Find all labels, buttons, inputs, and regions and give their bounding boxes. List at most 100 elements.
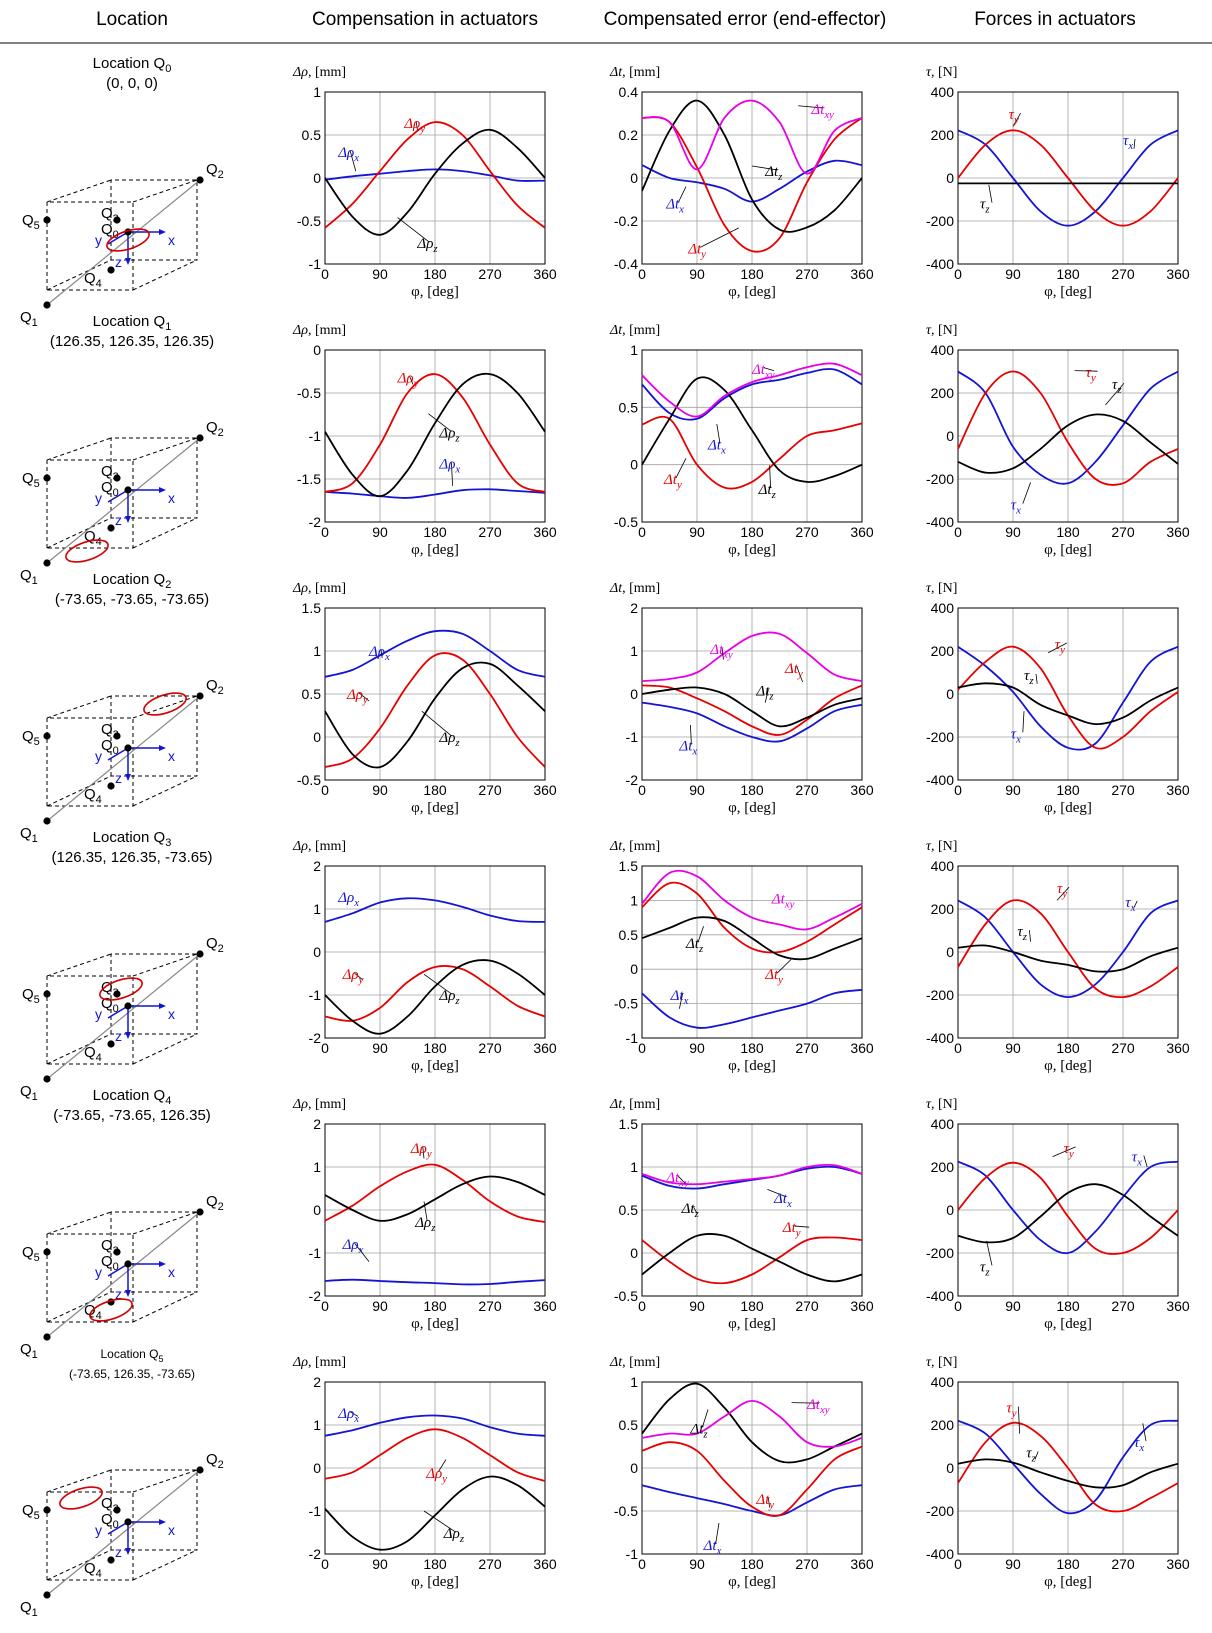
y-axis-symbol: Δt [609, 1355, 623, 1370]
y-tick-label: -0.5 [614, 1503, 638, 1519]
point-label-letter: Q [84, 786, 96, 803]
location-row: Location Q4(-73.65, -73.65, 126.35)xyzQ1… [20, 1087, 1190, 1361]
series-label-z-symbol: Δρ [438, 988, 455, 1004]
series-label-y: Δρy [342, 967, 364, 986]
point-label-index: 1 [32, 1607, 38, 1619]
x-tick-label: 90 [372, 266, 388, 282]
y-tick-label: -1 [626, 729, 639, 745]
point-label-letter: Q [101, 979, 113, 996]
x-tick-label: 180 [423, 524, 447, 540]
x-tick-label: 270 [478, 1040, 502, 1056]
series-label-x: Δρx [342, 1237, 364, 1256]
y-axis-title: Δρ, [mm] [292, 581, 346, 596]
y-axis-separator: , [308, 1097, 315, 1112]
series-label-z-subscript: z [1022, 931, 1028, 943]
x-tick-label: 90 [1005, 1040, 1021, 1056]
point-q5 [43, 474, 51, 482]
series-label-x-symbol: Δρ [438, 456, 455, 472]
series-label-y-subscript: y [1011, 1408, 1017, 1420]
axis-x-label: x [168, 232, 175, 248]
y-tick-label: -1 [309, 256, 322, 272]
series-label-z: Δρz [438, 730, 460, 749]
point-label-letter: Q [22, 986, 34, 1003]
callout-leader [769, 465, 771, 489]
cube-edge [46, 1469, 112, 1493]
y-axis-title: Δρ, [mm] [292, 1097, 346, 1112]
callout-leader [798, 105, 824, 109]
cube-front-face [46, 459, 134, 549]
x-tick-label: 0 [638, 1040, 646, 1056]
y-tick-label: 2 [313, 858, 321, 874]
axis-x-arrowhead [159, 1003, 166, 1009]
callout-leader [1022, 711, 1025, 733]
callout-leader [763, 367, 775, 372]
series-line-z [324, 959, 546, 1035]
point-label-letter: Q [20, 1599, 32, 1616]
series-line-x [957, 899, 1179, 999]
axis-z-label: z [115, 1286, 122, 1302]
series-line-x [957, 129, 1179, 227]
y-tick-label: 0 [946, 170, 954, 186]
y-tick-label: 400 [931, 1374, 955, 1390]
series-label-z-subscript: z [984, 204, 990, 216]
y-axis-separator: , [308, 323, 315, 338]
point-q2 [196, 1208, 204, 1216]
x-tick-label: 0 [321, 782, 329, 798]
series-label-xy-subscript: xy [823, 109, 834, 121]
series-line-xy [641, 869, 863, 931]
series-label-y-symbol: τ [1009, 107, 1015, 123]
point-label-index: 5 [34, 994, 40, 1006]
y-axis-symbol: Δρ [292, 65, 308, 80]
y-tick-label: 0.5 [619, 399, 639, 415]
y-tick-label: 0 [946, 686, 954, 702]
point-label-q5: Q5 [22, 728, 40, 748]
callout-leader [1048, 642, 1067, 654]
callout-leader [1022, 482, 1031, 504]
series-label-x-symbol: τ [1134, 1435, 1140, 1451]
y-tick-label: -400 [926, 1030, 954, 1046]
location-row: Location Q2(-73.65, -73.65, -73.65)xyzQ1… [20, 571, 1190, 845]
series-label-xy-subscript: xy [819, 1404, 830, 1416]
series-line-xy [641, 99, 863, 175]
series-label-x-subscript: x [720, 444, 726, 456]
point-label-q3: Q3 [101, 1495, 119, 1515]
series-label-y: τy [1009, 107, 1019, 126]
point-label-q2: Q2 [206, 161, 224, 181]
x-axis-label: φ, [deg] [1044, 542, 1092, 558]
x-tick-label: 270 [1111, 1040, 1135, 1056]
cube-edge [132, 179, 198, 203]
point-label-q1: Q1 [20, 567, 38, 587]
y-axis-unit: [N] [938, 1355, 957, 1370]
callout-leader [697, 926, 704, 943]
callout-leader [1012, 113, 1021, 127]
y-axis-unit: [mm] [315, 581, 346, 596]
x-tick-label: 270 [795, 266, 819, 282]
x-tick-label: 270 [795, 1298, 819, 1314]
series-label-x: τx [1011, 726, 1021, 745]
x-tick-label: 0 [321, 1556, 329, 1572]
location-name: Location Q [93, 571, 166, 588]
series-label-xy: Δtxy [806, 1397, 830, 1416]
x-axis-label: φ, [deg] [411, 542, 459, 558]
cube-edge [46, 259, 112, 291]
series-label-x-subscript: x [691, 745, 697, 757]
series-line-y [324, 121, 546, 229]
x-tick-label: 0 [321, 524, 329, 540]
point-q5 [43, 1248, 51, 1256]
y-tick-label: 0 [630, 457, 638, 473]
axis-y-arrow [107, 1263, 129, 1277]
y-tick-label: -2 [626, 772, 639, 788]
point-q1 [43, 1333, 51, 1341]
location-title: Location Q1 [93, 313, 172, 333]
series-line-xy [641, 362, 863, 418]
series-label-x-symbol: Δt [703, 1538, 718, 1554]
callout-leader [437, 1459, 447, 1473]
y-axis-title: τ, [N] [926, 839, 957, 854]
cube-back-face [110, 953, 198, 1035]
point-label-letter: Q [206, 935, 218, 952]
series-label-x-symbol: Δt [678, 738, 693, 754]
cube-edge [46, 437, 112, 461]
point-label-index: 2 [218, 1459, 224, 1471]
